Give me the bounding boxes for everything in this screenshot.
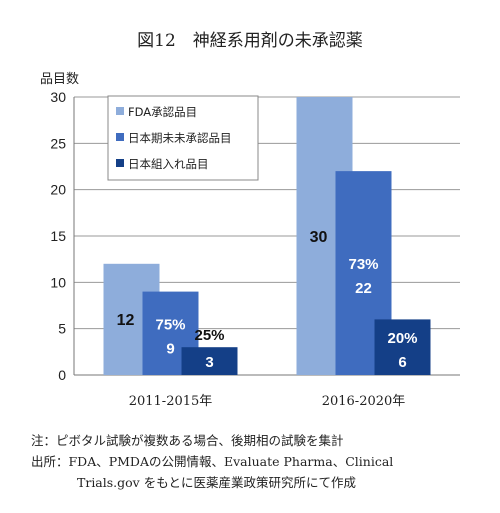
chart-title: 図12 神経系用剤の未承認薬: [137, 31, 363, 51]
y-tick-label: 5: [58, 321, 66, 337]
y-axis-label: 品目数: [40, 72, 79, 87]
data-label: 3: [205, 354, 213, 371]
data-label: 12: [117, 312, 135, 329]
percent-label: 73%: [348, 256, 378, 273]
data-label: 9: [166, 340, 174, 357]
chart-notes: 注：ピボタル試験が複数ある場合、後期相の試験を集計 出所：FDA、PMDAの公開…: [31, 430, 491, 493]
data-label: 30: [310, 229, 328, 246]
x-tick-label: 2016-2020年: [322, 394, 406, 409]
percent-label: 25%: [194, 327, 224, 344]
bar-chart: 0 5 10 15 20 25 30 品目数 12 75% 9 25% 3 2011-2015年 30 73%…: [40, 72, 460, 409]
source-text: 出所：FDA、PMDAの公開情報、Evaluate Pharma、Clinica…: [31, 454, 394, 469]
legend-label: 日本組入れ品目: [128, 157, 209, 171]
y-tick-label: 20: [50, 182, 66, 198]
bar: [181, 347, 238, 375]
legend-label: 日本期未未承認品目: [128, 131, 232, 145]
legend-swatch: [116, 159, 124, 167]
y-tick-label: 15: [50, 228, 66, 244]
data-label: 22: [355, 280, 372, 297]
y-tick-label: 30: [50, 89, 66, 105]
y-tick-label: 25: [50, 135, 66, 151]
data-label: 6: [398, 354, 406, 371]
legend-swatch: [116, 107, 124, 115]
y-tick-label: 10: [50, 274, 66, 290]
bar: [374, 319, 431, 375]
percent-label: 20%: [387, 330, 417, 347]
legend-label: FDA承認品目: [128, 105, 197, 119]
source-text-continued: Trials.gov をもとに医薬産業政策研究所にて作成: [77, 475, 356, 490]
note-text: 注：ピボタル試験が複数ある場合、後期相の試験を集計: [31, 433, 344, 448]
x-tick-label: 2011-2015年: [129, 394, 213, 409]
percent-label: 75%: [155, 316, 185, 333]
legend-swatch: [116, 133, 124, 141]
legend-box: [107, 95, 259, 181]
y-tick-label: 0: [58, 367, 66, 383]
